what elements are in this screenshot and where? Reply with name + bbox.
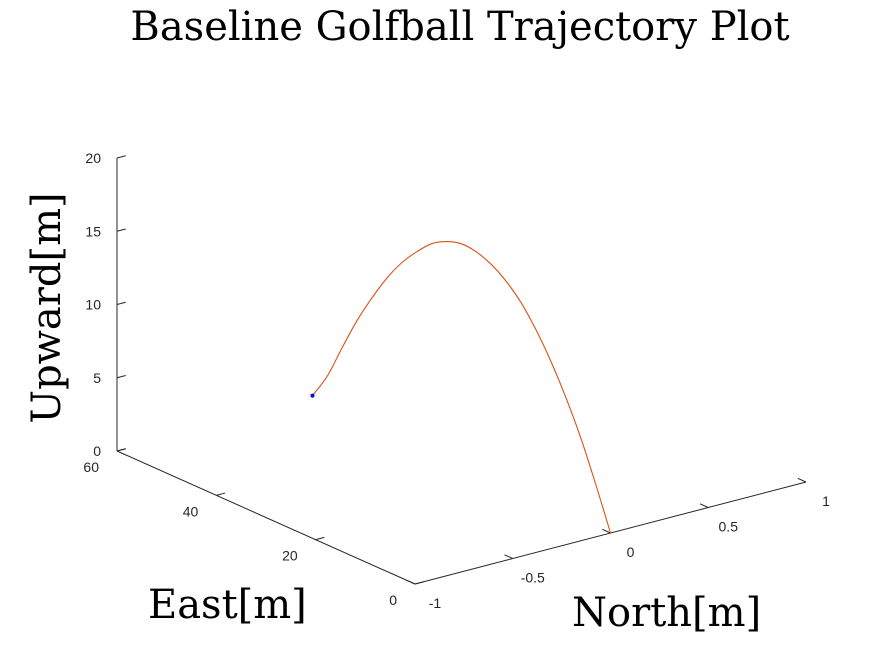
z-tick-label: 5 (93, 370, 101, 386)
x-tick-label: -0.5 (521, 570, 545, 586)
x-tick (504, 554, 513, 559)
x-tick-label: 0 (627, 544, 635, 560)
x-tick-label: 1 (822, 493, 830, 509)
y-tick-label: 0 (389, 592, 397, 608)
x-tick-label: -1 (429, 595, 442, 611)
y-axis-label: East[m] (148, 582, 307, 628)
y-tick (414, 581, 424, 585)
x-tick (602, 528, 611, 534)
y-tick (315, 536, 325, 541)
y-tick-label: 20 (282, 548, 298, 564)
z-tick-label: 15 (85, 223, 101, 239)
z-axis-label: Upward[m] (24, 192, 70, 423)
x-tick (406, 579, 416, 585)
x-axis-label: North[m] (572, 590, 761, 636)
x-tick (797, 477, 807, 483)
y-axis-line (116, 450, 416, 585)
x-tick (699, 503, 709, 508)
z-tick (116, 374, 126, 379)
z-tick-label: 0 (93, 443, 101, 459)
z-tick-label: 20 (85, 150, 101, 166)
end-point-marker (310, 393, 315, 398)
trajectory-line (312, 241, 612, 534)
y-tick-label: 40 (183, 503, 199, 519)
z-tick (116, 228, 126, 232)
z-tick (116, 448, 126, 452)
z-tick (116, 155, 126, 159)
chart-title: Baseline Golfball Trajectory Plot (130, 4, 789, 50)
y-tick-label: 60 (83, 459, 99, 475)
y-tick (216, 492, 226, 496)
axes-3d (116, 158, 807, 585)
z-tick (116, 301, 126, 305)
series-layer (310, 241, 612, 534)
z-tick-label: 10 (85, 297, 101, 313)
x-tick-label: 0.5 (719, 519, 739, 535)
